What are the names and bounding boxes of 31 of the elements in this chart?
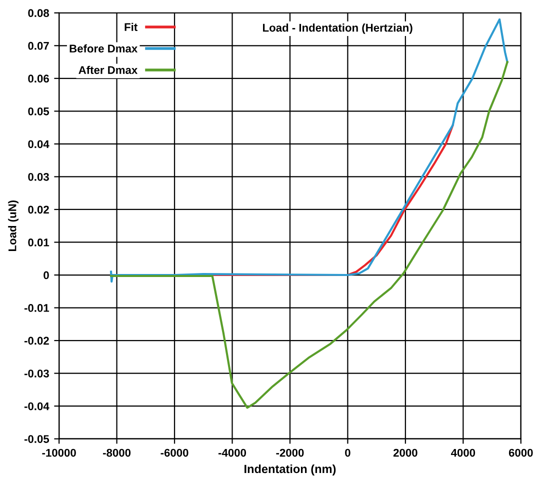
y-tick-label: 0.07 (28, 42, 49, 50)
y-tick-label: 0.03 (28, 172, 49, 181)
y-tick-label: 0.06 (28, 74, 49, 83)
legend-label: Before Dmax (70, 44, 138, 53)
line-series (110, 18, 508, 283)
y-tick-label: 0.05 (28, 107, 50, 116)
y-tick-label: 0.04 (28, 140, 50, 148)
x-axis-title: Indentation (nm) (244, 464, 336, 476)
x-tick-label: -10000 (42, 448, 76, 457)
y-tick-label: 0.01 (28, 238, 50, 246)
x-tick-label: -6000 (160, 448, 188, 457)
x-tick-label: 4000 (450, 448, 476, 457)
y-tick-label: -0.05 (24, 435, 50, 443)
x-tick-label: 2000 (393, 448, 418, 457)
y-tick-label: 0 (44, 271, 49, 280)
y-tick-label: -0.04 (24, 402, 50, 410)
y-tick-label: -0.02 (24, 336, 49, 345)
y-tick-label: -0.03 (24, 370, 49, 378)
x-tick-label: 0 (345, 448, 350, 457)
y-axis-title: Load (uN) (8, 200, 18, 252)
text: Load - Indentation (Hertzian) (263, 24, 412, 34)
y-tick-label: 0.08 (28, 9, 50, 18)
x-tick-label: 6000 (508, 448, 533, 457)
x-tick-label: -4000 (218, 448, 246, 457)
x-tick-label: -2000 (276, 448, 304, 457)
y-tick-label: -0.01 (24, 304, 50, 312)
line-series (110, 60, 508, 409)
x-tick-label: -8000 (103, 448, 131, 457)
legend-label: Fit (124, 22, 138, 32)
legend-label: After Dmax (78, 66, 138, 74)
y-tick-label: 0.02 (28, 206, 49, 214)
